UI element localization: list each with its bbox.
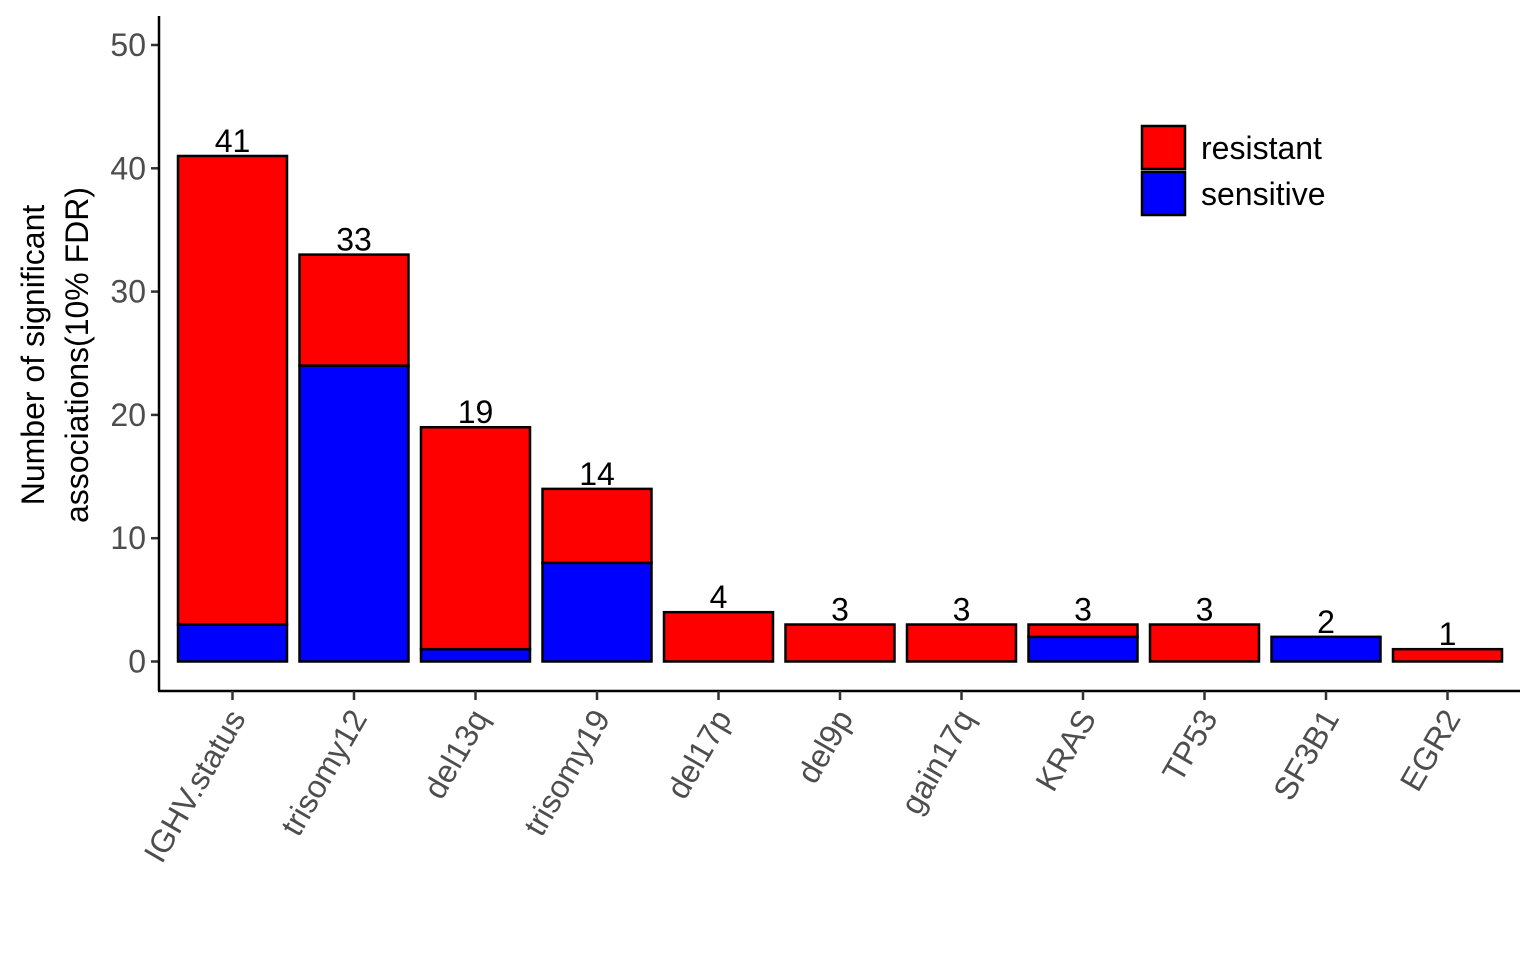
legend-key-sensitive bbox=[1140, 170, 1187, 217]
legend-key-resistant bbox=[1140, 124, 1187, 171]
bar-resistant bbox=[176, 154, 289, 626]
x-tick-label: TP53 bbox=[1155, 704, 1224, 788]
x-tick-label: del17p bbox=[659, 704, 738, 805]
bar-resistant bbox=[1027, 623, 1139, 639]
y-axis-title-line-2: associations(10% FDR) bbox=[59, 187, 95, 523]
bar-resistant bbox=[662, 610, 775, 663]
bar-resistant bbox=[541, 487, 653, 565]
y-axis: 0 10 20 30 40 50 bbox=[110, 27, 159, 680]
x-tick-label: KRAS bbox=[1028, 704, 1103, 797]
bar-total-label: 14 bbox=[579, 456, 615, 492]
bar-total-label: 3 bbox=[1074, 592, 1092, 628]
bar-sensitive bbox=[1270, 635, 1382, 663]
bar-total-label: 3 bbox=[953, 592, 971, 628]
y-tick-label: 50 bbox=[110, 27, 146, 63]
y-tick-label: 30 bbox=[110, 274, 146, 310]
x-tick-label: del9p bbox=[790, 704, 860, 790]
bar-resistant bbox=[1148, 623, 1261, 663]
bars bbox=[176, 154, 1504, 663]
legend: resistant sensitive bbox=[1140, 124, 1326, 217]
y-axis-title-line-1: Number of significant bbox=[15, 205, 51, 506]
bar-total-label: 1 bbox=[1439, 616, 1457, 652]
x-tick-label: EGR2 bbox=[1393, 704, 1468, 797]
y-tick-label: 0 bbox=[128, 644, 146, 680]
legend-label-sensitive: sensitive bbox=[1201, 176, 1326, 212]
legend-label-resistant: resistant bbox=[1201, 130, 1322, 166]
x-tick-label: IGHV.status bbox=[137, 704, 253, 869]
bar-resistant bbox=[1391, 647, 1504, 663]
bar-resistant bbox=[298, 253, 410, 367]
y-tick-label: 40 bbox=[110, 150, 146, 186]
y-tick-label: 10 bbox=[110, 520, 146, 556]
y-axis-title: Number of significant associations(10% F… bbox=[15, 187, 95, 523]
bar-total-label: 4 bbox=[710, 579, 728, 615]
bar-sensitive bbox=[419, 647, 532, 663]
bar-resistant bbox=[784, 623, 896, 663]
bar-resistant bbox=[419, 425, 532, 651]
x-axis: IGHV.status trisomy12 del13q trisomy19 del17… bbox=[137, 691, 1468, 868]
x-tick-label: del13q bbox=[416, 704, 495, 805]
x-tick-label: trisomy12 bbox=[274, 704, 375, 842]
bar-total-label: 3 bbox=[831, 592, 849, 628]
bar-total-label: 2 bbox=[1317, 604, 1335, 640]
bar-total-label: 33 bbox=[336, 222, 372, 258]
bar-sensitive bbox=[1027, 635, 1139, 663]
bar-sensitive bbox=[298, 364, 410, 663]
bar-sensitive bbox=[541, 561, 653, 663]
bar-resistant bbox=[905, 623, 1018, 663]
x-tick-label: trisomy19 bbox=[517, 704, 618, 842]
bar-total-label: 3 bbox=[1196, 592, 1214, 628]
bar-sensitive bbox=[176, 623, 289, 663]
x-tick-label: SF3B1 bbox=[1266, 704, 1346, 807]
bar-total-label: 41 bbox=[215, 123, 251, 159]
x-tick-label: gain17q bbox=[893, 704, 981, 821]
y-tick-label: 20 bbox=[110, 397, 146, 433]
bar-total-label: 19 bbox=[458, 394, 494, 430]
